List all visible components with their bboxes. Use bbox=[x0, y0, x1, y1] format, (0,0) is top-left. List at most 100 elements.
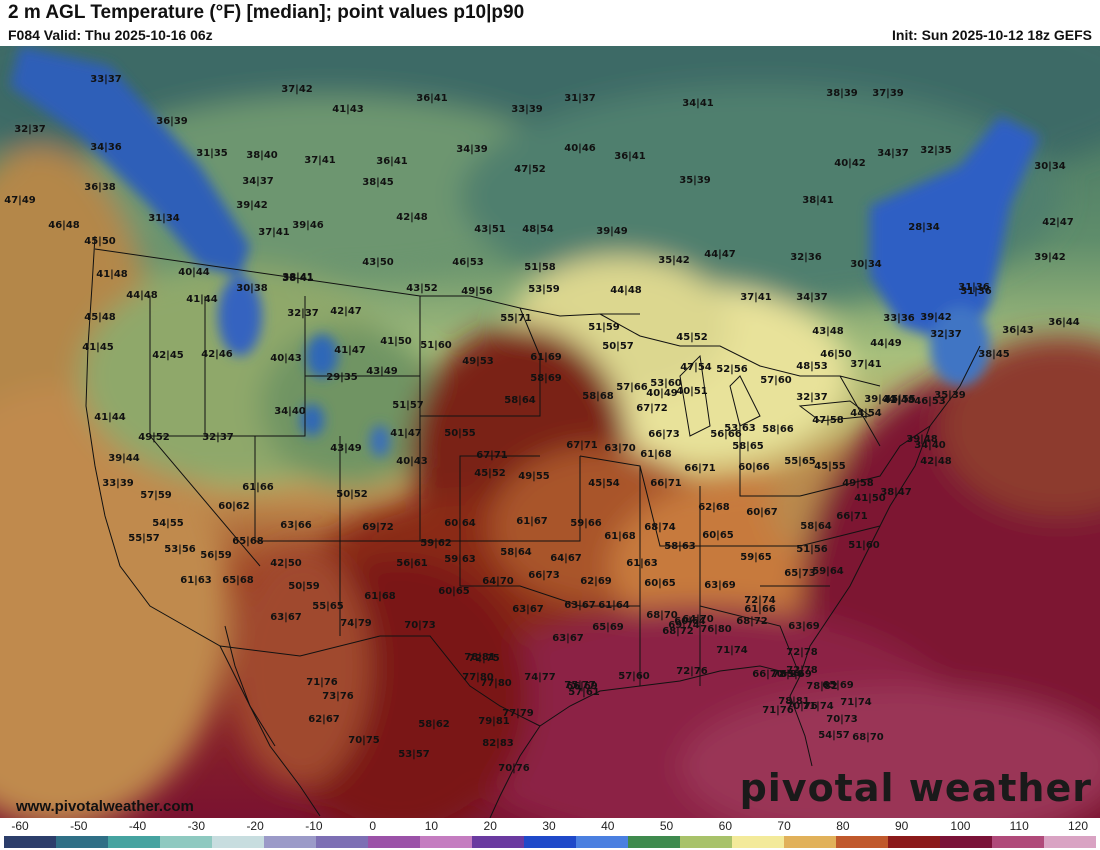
point-value-label: 63|67 bbox=[552, 633, 584, 644]
point-value-label: 63|67 bbox=[564, 600, 596, 611]
point-value-label: 60|67 bbox=[746, 507, 778, 518]
colorbar-tick: -30 bbox=[187, 819, 205, 833]
point-value-label: 69|72 bbox=[362, 522, 394, 533]
point-value-label: 39|42 bbox=[920, 312, 952, 323]
point-value-label: 66|69 bbox=[566, 681, 598, 692]
point-value-label: 62|68 bbox=[698, 502, 730, 513]
point-value-label: 50|59 bbox=[288, 581, 320, 592]
point-value-label: 37|41 bbox=[258, 227, 290, 238]
point-value-label: 53|59 bbox=[528, 284, 560, 295]
point-value-label: 38|45 bbox=[362, 177, 394, 188]
point-value-label: 55|57 bbox=[128, 533, 160, 544]
point-value-label: 58|64 bbox=[800, 521, 832, 532]
colorbar-swatch bbox=[524, 836, 577, 848]
point-value-label: 40|43 bbox=[396, 456, 428, 467]
point-value-label: 60|64 bbox=[674, 616, 706, 627]
point-value-label: 74|79 bbox=[340, 618, 372, 629]
point-value-label: 41|45 bbox=[82, 342, 114, 353]
point-value-label: 77|80 bbox=[480, 678, 512, 689]
point-value-label: 42|48 bbox=[883, 395, 915, 406]
point-value-label: 58|69 bbox=[530, 373, 562, 384]
colorbar-tick: 90 bbox=[894, 819, 909, 833]
point-value-label: 43|49 bbox=[366, 366, 398, 377]
point-value-label: 31|34 bbox=[148, 213, 180, 224]
point-value-label: 74|77 bbox=[524, 672, 556, 683]
point-value-label: 60|62 bbox=[218, 501, 250, 512]
point-value-label: 66|73 bbox=[528, 570, 560, 581]
colorbar-tick: 40 bbox=[601, 819, 615, 833]
point-value-label: 39|48 bbox=[906, 434, 938, 445]
point-value-label: 45|52 bbox=[474, 468, 506, 479]
point-value-label: 34|40 bbox=[274, 406, 306, 417]
point-value-label: 51|59 bbox=[588, 322, 620, 333]
point-value-label: 30|34 bbox=[1034, 161, 1066, 172]
point-value-label: 49|52 bbox=[138, 432, 170, 443]
point-value-label: 32|37 bbox=[930, 329, 962, 340]
point-value-label: 34|39 bbox=[456, 144, 488, 155]
point-value-label: 60|64 bbox=[444, 518, 476, 529]
point-value-label: 49|56 bbox=[461, 286, 493, 297]
colorbar-tick: 30 bbox=[542, 819, 556, 833]
point-value-label: 61|66 bbox=[242, 482, 274, 493]
point-value-label: 68|74 bbox=[644, 522, 676, 533]
point-value-label: 72|78 bbox=[786, 647, 818, 658]
colorbar-tick: -40 bbox=[128, 819, 147, 833]
point-value-label: 39|42 bbox=[236, 200, 268, 211]
point-value-label: 43|52 bbox=[406, 283, 438, 294]
point-value-label: 46|53 bbox=[914, 396, 946, 407]
point-value-label: 34|37 bbox=[242, 176, 274, 187]
point-value-label: 39|49 bbox=[596, 226, 628, 237]
point-value-label: 35|39 bbox=[679, 175, 711, 186]
point-value-label: 43|48 bbox=[812, 326, 844, 337]
colorbar-tick: 10 bbox=[424, 819, 439, 833]
point-value-label: 64|70 bbox=[682, 614, 714, 625]
colorbar-tick: 120 bbox=[1067, 819, 1089, 833]
colorbar-tick: -50 bbox=[70, 819, 88, 833]
temperature-map: 33|37 32|37 34|36 36|38 47|49 46|48 45|50 31|34… bbox=[0, 46, 1100, 818]
colorbar-swatch bbox=[680, 836, 733, 848]
point-value-label: 71|74 bbox=[840, 697, 872, 708]
point-value-label: 37|41 bbox=[850, 359, 882, 370]
point-value-label: 42|47 bbox=[1042, 217, 1074, 228]
point-value-label: 76|80 bbox=[700, 624, 732, 635]
point-value-label: 41|44 bbox=[94, 412, 126, 423]
point-value-label: 71|74 bbox=[716, 645, 748, 656]
point-value-label: 40|43 bbox=[270, 353, 302, 364]
point-value-label: 71|76 bbox=[762, 705, 794, 716]
point-value-label: 41|50 bbox=[380, 336, 412, 347]
colorbar-tick: 50 bbox=[659, 819, 674, 833]
point-value-label: 31|36 bbox=[958, 282, 990, 293]
point-value-label: 39|46 bbox=[292, 220, 324, 231]
point-value-label: 44|54 bbox=[850, 408, 882, 419]
colorbar-tick: 110 bbox=[1009, 819, 1029, 833]
point-value-label: 58|64 bbox=[500, 547, 532, 558]
point-value-label: 41|50 bbox=[854, 493, 886, 504]
point-value-label: 38|39 bbox=[826, 88, 858, 99]
point-value-label: 54|57 bbox=[818, 730, 850, 741]
colorbar-swatch bbox=[940, 836, 993, 848]
point-value-label: 31|37 bbox=[564, 93, 596, 104]
point-value-label: 63|66 bbox=[280, 520, 312, 531]
colorbar-swatch bbox=[160, 836, 213, 848]
point-value-label: 47|52 bbox=[514, 164, 546, 175]
point-value-label: 70|76 bbox=[498, 763, 530, 774]
point-value-label: 55|65 bbox=[784, 456, 816, 467]
point-value-label: 35|42 bbox=[658, 255, 690, 266]
colorbar-tick: 0 bbox=[369, 819, 376, 833]
point-value-label: 78|82 bbox=[806, 681, 838, 692]
point-value-label: 64|70 bbox=[482, 576, 514, 587]
point-value-label: 40|42 bbox=[834, 158, 866, 169]
point-value-label: 61|68 bbox=[640, 449, 672, 460]
point-value-label: 51|60 bbox=[848, 540, 880, 551]
colorbar-tick: 20 bbox=[483, 819, 497, 833]
point-value-label: 59|64 bbox=[812, 566, 844, 577]
point-value-label: 31|36 bbox=[960, 286, 992, 297]
point-value-label: 43|51 bbox=[474, 224, 506, 235]
point-value-label: 31|35 bbox=[196, 148, 228, 159]
point-value-label: 28|34 bbox=[908, 222, 940, 233]
colorbar-tick: -10 bbox=[305, 819, 323, 833]
point-value-label: 33|39 bbox=[511, 104, 543, 115]
colorbar-swatch bbox=[732, 836, 785, 848]
point-value-label: 36|41 bbox=[416, 93, 448, 104]
point-value-label: 46|48 bbox=[48, 220, 80, 231]
